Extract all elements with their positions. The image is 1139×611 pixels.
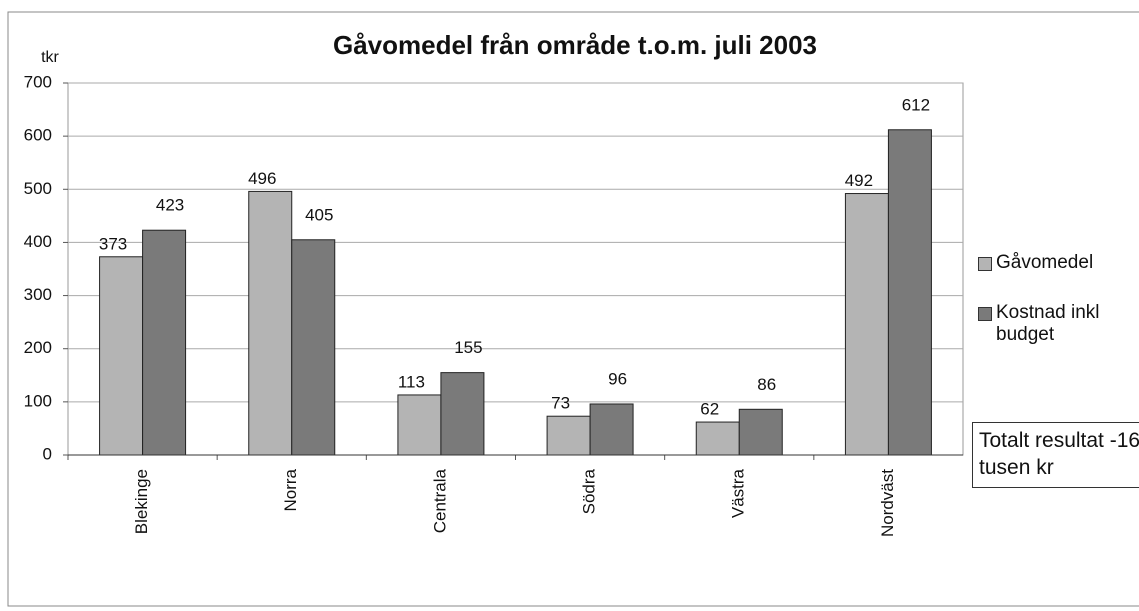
y-tick-label: 500 xyxy=(24,179,52,198)
legend-swatch xyxy=(978,307,992,321)
bar xyxy=(844,193,889,456)
bar xyxy=(99,256,144,456)
y-tick-label: 200 xyxy=(24,338,52,357)
data-label: 496 xyxy=(248,169,276,188)
data-label: 373 xyxy=(99,234,127,253)
y-tick-label: 600 xyxy=(24,126,52,145)
chart-title: Gåvomedel från område t.o.m. juli 2003 xyxy=(333,30,817,60)
bar xyxy=(248,190,293,456)
bar xyxy=(589,403,634,456)
data-label: 86 xyxy=(757,375,776,394)
data-label: 73 xyxy=(551,394,570,413)
y-tick-label: 100 xyxy=(24,391,52,410)
data-label: 492 xyxy=(845,171,873,190)
y-tick-label: 700 xyxy=(24,72,52,91)
data-label: 96 xyxy=(608,369,627,388)
bar xyxy=(397,394,442,456)
bar xyxy=(887,129,932,456)
bar xyxy=(291,239,336,456)
bar xyxy=(142,229,187,456)
x-tick-label: Norra xyxy=(281,468,300,511)
y-tick-label: 300 xyxy=(24,285,52,304)
data-label: 405 xyxy=(305,205,333,224)
annotation: Totalt resultat -167 tusen kr xyxy=(972,422,1139,488)
x-tick-label: Centrala xyxy=(430,468,449,533)
plot-area xyxy=(67,82,964,456)
bar xyxy=(546,415,591,456)
x-tick-label: Västra xyxy=(729,468,748,518)
y-tick-label: 0 xyxy=(43,444,52,463)
legend-item: Kostnad inkl budget xyxy=(978,302,1139,346)
legend-item: Gåvomedel xyxy=(978,252,1139,274)
y-tick-label: 400 xyxy=(24,232,52,251)
data-label: 423 xyxy=(156,196,184,215)
x-tick-label: Blekinge xyxy=(132,469,151,534)
data-label: 113 xyxy=(398,372,425,391)
legend-swatch xyxy=(978,257,992,271)
data-label: 62 xyxy=(700,400,719,419)
legend-label: Kostnad inkl budget xyxy=(996,302,1100,345)
x-tick-label: Nordväst xyxy=(878,469,897,537)
x-tick-label: Södra xyxy=(580,468,599,514)
data-label: 155 xyxy=(454,338,482,357)
bar xyxy=(695,421,740,456)
bar xyxy=(440,372,485,456)
bar xyxy=(738,408,783,456)
y-axis-label: tkr xyxy=(41,49,59,66)
legend-label: Gåvomedel xyxy=(996,252,1094,273)
data-label: 612 xyxy=(902,95,930,114)
